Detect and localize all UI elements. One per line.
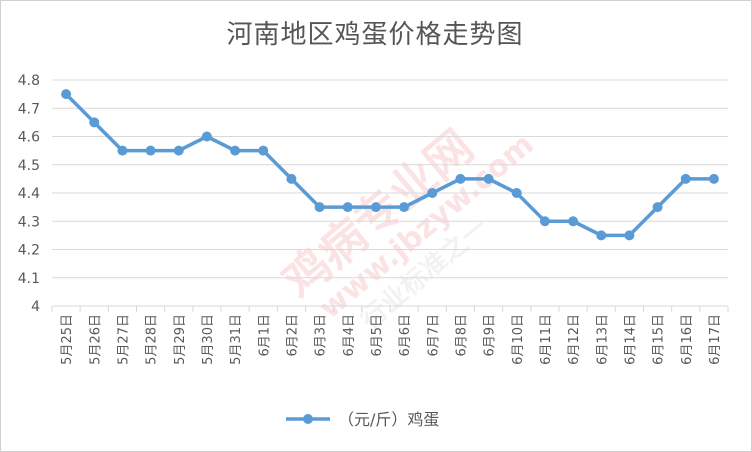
y-tick-label: 4.7 (18, 101, 40, 117)
x-tick-label: 6月3日 (314, 314, 329, 357)
data-point (342, 202, 353, 213)
data-point (539, 216, 550, 227)
data-point (427, 188, 438, 198)
data-point (652, 202, 663, 213)
y-axis-ticks: 4 4.1 4.2 4.3 4.4 4.5 4.6 4.7 4.8 (18, 73, 40, 315)
y-tick-label: 4.6 (18, 130, 40, 146)
x-tick-label: 6月12日 (567, 314, 582, 365)
y-tick-label: 4 (31, 299, 40, 315)
x-tick-label: 6月16日 (680, 314, 695, 365)
legend-marker (303, 414, 313, 424)
x-tick-label: 5月29日 (173, 314, 188, 365)
data-point (145, 145, 156, 156)
x-tick-label: 6月1日 (257, 314, 272, 357)
x-tick-label: 6月5日 (370, 314, 385, 357)
data-point (370, 202, 381, 213)
data-point (201, 131, 212, 142)
data-point (89, 117, 100, 128)
x-tick-label: 6月7日 (426, 314, 441, 357)
x-tick-label: 6月13日 (595, 314, 610, 365)
x-tick-label: 5月30日 (201, 314, 216, 365)
data-point (680, 173, 691, 184)
x-axis-ticks: 5月25日 5月26日 5月27日 5月28日 5月29日 5月30日 5月31日 6月1日 6… (51, 306, 729, 365)
x-tick-label: 6月17日 (708, 314, 723, 365)
data-point (511, 188, 522, 198)
x-tick-label: 5月27日 (116, 314, 131, 365)
legend-label: （元/斤）鸡蛋 (338, 410, 439, 429)
x-tick-label: 6月4日 (342, 314, 357, 357)
x-tick-label: 5月25日 (60, 314, 75, 365)
data-point (286, 173, 297, 184)
x-tick-label: 5月31日 (229, 314, 244, 365)
data-point (117, 145, 128, 156)
x-tick-label: 6月15日 (652, 314, 667, 365)
series-egg (61, 89, 719, 241)
data-point (399, 202, 410, 213)
data-point (708, 173, 719, 184)
y-tick-label: 4.4 (18, 186, 40, 202)
x-tick-label: 6月14日 (623, 314, 638, 365)
x-tick-label: 6月8日 (454, 314, 469, 357)
x-tick-label: 6月11日 (539, 314, 554, 365)
chart-title: 河南地区鸡蛋价格走势图 (226, 20, 524, 50)
data-point (230, 145, 241, 156)
x-tick-label: 6月2日 (285, 314, 300, 357)
data-point (624, 230, 635, 241)
x-tick-label: 5月28日 (145, 314, 160, 365)
data-point (314, 202, 325, 213)
y-tick-label: 4.2 (18, 243, 40, 259)
legend: （元/斤）鸡蛋 (286, 410, 439, 429)
x-tick-label: 6月6日 (398, 314, 413, 357)
x-tick-label: 5月26日 (88, 314, 103, 365)
y-tick-label: 4.8 (18, 73, 40, 89)
data-point (596, 230, 607, 241)
data-point (483, 173, 494, 184)
x-tick-label: 6月9日 (483, 314, 498, 357)
y-tick-label: 4.1 (18, 271, 40, 287)
data-point (173, 145, 184, 156)
data-point (455, 173, 466, 184)
data-point (61, 89, 72, 100)
y-tick-label: 4.5 (18, 158, 40, 174)
x-tick-label: 6月10日 (511, 314, 526, 365)
data-point (258, 145, 269, 156)
data-point (568, 216, 579, 227)
y-tick-label: 4.3 (18, 214, 40, 230)
